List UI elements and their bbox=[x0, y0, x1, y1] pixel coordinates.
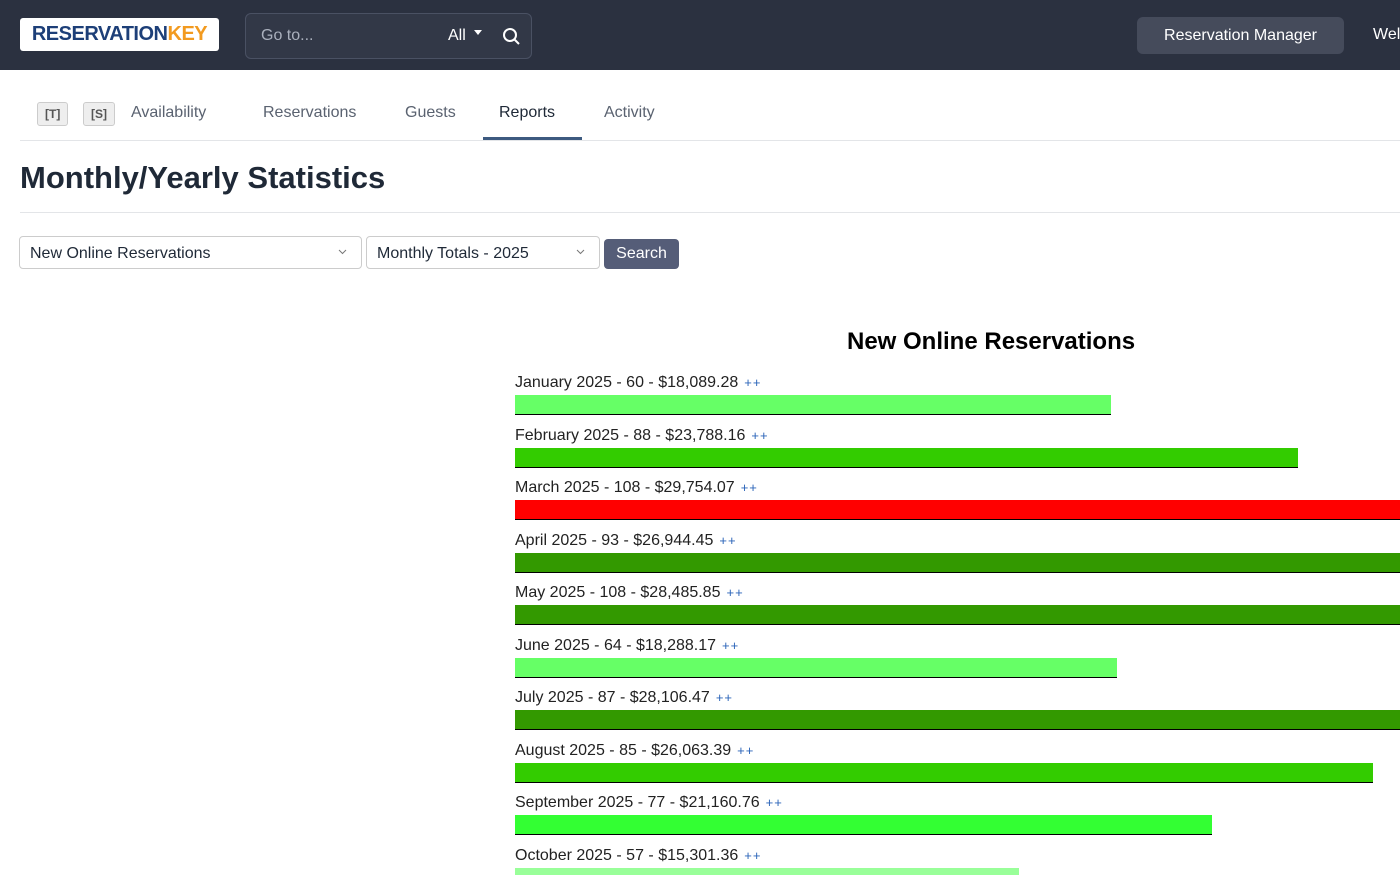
bar bbox=[515, 710, 1400, 730]
row-label: April 2025 - 93 - $26,944.45 ++ bbox=[515, 532, 737, 550]
search-box[interactable]: Go to... All bbox=[245, 13, 532, 59]
row-text: April 2025 - 93 - $26,944.45 bbox=[515, 531, 714, 549]
search-button[interactable]: Search bbox=[604, 239, 679, 269]
row-label: September 2025 - 77 - $21,160.76 ++ bbox=[515, 794, 783, 812]
bar bbox=[515, 867, 1019, 875]
tab[interactable]: Availability bbox=[131, 104, 207, 121]
tab[interactable]: Reports bbox=[499, 104, 556, 121]
more-link[interactable]: ++ bbox=[765, 795, 783, 810]
bar bbox=[515, 395, 1111, 415]
more-link[interactable]: ++ bbox=[737, 742, 755, 758]
logo[interactable]: RESERVATIONKEY bbox=[20, 18, 219, 51]
welcome-text[interactable]: Wel bbox=[1373, 26, 1400, 43]
row-text: March 2025 - 108 - $29,754.07 bbox=[515, 479, 735, 496]
row-text: October 2025 - 57 - $15,301.36 bbox=[515, 846, 739, 864]
manager-button[interactable]: Reservation Manager bbox=[1137, 17, 1344, 54]
row-label: August 2025 - 85 - $26,063.39 ++ bbox=[515, 742, 754, 760]
more-link[interactable]: ++ bbox=[751, 427, 769, 443]
row-text: July 2025 - 87 - $28,106.47 bbox=[515, 689, 710, 706]
row-text: May 2025 - 108 - $28,485.85 bbox=[515, 584, 721, 601]
more-link[interactable]: ++ bbox=[744, 847, 762, 863]
caret bbox=[576, 249, 585, 255]
logo-text: KEY bbox=[167, 23, 208, 45]
bar bbox=[515, 500, 1400, 520]
caret bbox=[338, 249, 347, 255]
tab[interactable]: Activity bbox=[604, 104, 655, 121]
bar bbox=[515, 657, 1118, 678]
tab[interactable]: Reservations bbox=[263, 104, 357, 121]
row-label: February 2025 - 88 - $23,788.16 ++ bbox=[515, 427, 769, 445]
more-link[interactable]: ++ bbox=[722, 637, 740, 653]
navbar: RESERVATIONKEY Go to... All Reservation … bbox=[0, 0, 1400, 70]
period-select[interactable]: Monthly Totals - 2025 bbox=[366, 236, 600, 269]
bar bbox=[515, 447, 1299, 468]
bar bbox=[515, 605, 1400, 625]
row-text: February 2025 - 88 - $23,788.16 bbox=[515, 426, 746, 444]
active-tab-indicator bbox=[483, 137, 582, 140]
select-value: New Online Reservations bbox=[30, 245, 211, 262]
row-text: June 2025 - 64 - $18,288.17 bbox=[515, 636, 717, 654]
more-link[interactable]: ++ bbox=[740, 480, 758, 495]
page-title: Monthly/Yearly Statistics bbox=[20, 160, 386, 195]
report-select[interactable]: New Online Reservations bbox=[19, 236, 362, 269]
row-text: January 2025 - 60 - $18,089.28 bbox=[515, 374, 739, 391]
report-rows: January 2025 - 60 - $18,089.28 ++ February… bbox=[515, 374, 1400, 875]
more-link[interactable]: ++ bbox=[744, 375, 762, 390]
row-text: September 2025 - 77 - $21,160.76 bbox=[515, 794, 760, 811]
row-label: October 2025 - 57 - $15,301.36 ++ bbox=[515, 847, 761, 865]
bar bbox=[515, 815, 1212, 835]
row-label: January 2025 - 60 - $18,089.28 ++ bbox=[515, 374, 761, 392]
divider bbox=[20, 212, 1400, 213]
more-link[interactable]: ++ bbox=[715, 690, 733, 705]
search-placeholder: Go to... bbox=[261, 27, 314, 44]
logo-text: RESERVATION bbox=[31, 23, 168, 45]
tab[interactable]: Guests bbox=[405, 104, 456, 121]
row-label: June 2025 - 64 - $18,288.17 ++ bbox=[515, 637, 739, 655]
shortcut[interactable]: [S] bbox=[83, 102, 115, 126]
select-value: Monthly Totals - 2025 bbox=[377, 245, 529, 262]
report-title: New Online Reservations bbox=[847, 328, 1136, 355]
more-link[interactable]: ++ bbox=[726, 585, 744, 600]
caret bbox=[474, 30, 482, 35]
divider bbox=[20, 140, 1400, 141]
row-label: May 2025 - 108 - $28,485.85 ++ bbox=[515, 584, 744, 602]
search-scope[interactable]: All bbox=[448, 27, 466, 44]
bar bbox=[515, 762, 1374, 783]
row-label: July 2025 - 87 - $28,106.47 ++ bbox=[515, 689, 733, 707]
more-link[interactable]: ++ bbox=[719, 532, 737, 548]
row-label: March 2025 - 108 - $29,754.07 ++ bbox=[515, 479, 758, 497]
shortcut[interactable]: [T] bbox=[37, 102, 69, 126]
search-icon[interactable] bbox=[502, 27, 520, 45]
row-text: August 2025 - 85 - $26,063.39 bbox=[515, 741, 732, 759]
bar bbox=[515, 552, 1400, 573]
